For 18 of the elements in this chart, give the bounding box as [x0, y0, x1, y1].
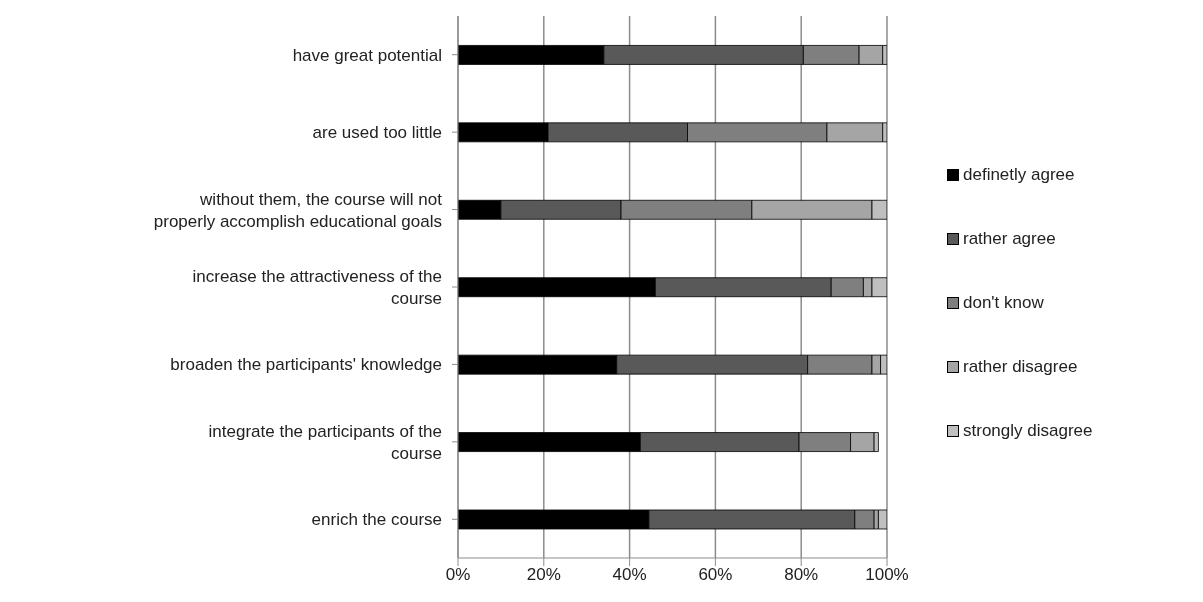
y-tick-label: enrich the course — [311, 509, 442, 529]
y-tick-label: are used too little — [312, 122, 442, 142]
y-tick-label: without them, the course will not properly accomplish educational goals — [153, 189, 443, 231]
legend-label: don't know — [963, 293, 1044, 313]
legend-label: strongly disagree — [963, 421, 1093, 441]
y-tick-label: have great potential — [292, 45, 442, 65]
x-tick-label: 80% — [784, 565, 819, 585]
x-tick-label: 60% — [698, 565, 733, 585]
legend-label: rather disagree — [963, 357, 1078, 377]
x-tick-label: 40% — [612, 565, 647, 585]
y-tick-label: integrate the participants of the course — [208, 421, 442, 463]
legend-label: definetly agree — [963, 165, 1075, 185]
x-tick-label: 100% — [865, 565, 909, 585]
x-tick-label: 20% — [526, 565, 561, 585]
legend-label: rather agree — [963, 229, 1056, 249]
x-tick-label: 0% — [445, 565, 471, 585]
y-tick-label: increase the attractiveness of the course — [192, 266, 442, 308]
y-tick-label: broaden the participants' knowledge — [170, 354, 442, 374]
